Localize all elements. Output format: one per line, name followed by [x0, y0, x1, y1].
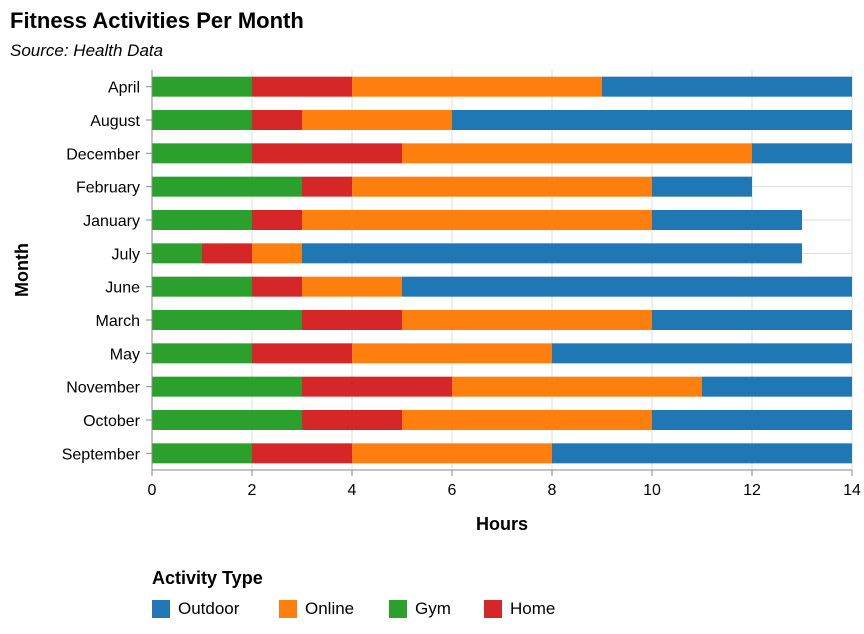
legend-swatch	[279, 600, 297, 618]
bar-online-september	[352, 443, 552, 464]
bar-gym-june	[152, 276, 252, 297]
bar-outdoor-july	[302, 243, 802, 264]
x-axis-title: Hours	[476, 514, 528, 534]
bar-online-august	[302, 110, 452, 130]
bar-home-december	[252, 143, 402, 164]
legend-swatch	[389, 600, 407, 618]
bar-outdoor-april	[602, 76, 852, 97]
bar-home-october	[302, 410, 402, 430]
legend-item-outdoor: Outdoor	[152, 599, 279, 619]
bar-home-november	[302, 376, 452, 397]
bar-online-december	[402, 143, 752, 164]
bar-gym-september	[152, 443, 252, 464]
y-tick-label: June	[105, 280, 140, 297]
x-tick-label: 0	[148, 482, 157, 499]
y-tick-label: February	[76, 180, 140, 197]
x-axis: 0 2 4 6 8 10 12 14	[148, 469, 861, 499]
bar-home-july	[202, 243, 252, 264]
x-tick-label: 4	[348, 482, 357, 499]
legend-label: Outdoor	[178, 599, 240, 618]
x-tick-label: 12	[743, 482, 761, 499]
bar-home-february	[302, 176, 352, 197]
bar-outdoor-august	[452, 110, 852, 130]
y-tick-label: November	[66, 380, 140, 397]
bar-online-november	[452, 376, 702, 397]
bar-outdoor-june	[402, 276, 852, 297]
y-tick-label: August	[90, 113, 140, 130]
bar-outdoor-january	[652, 210, 802, 230]
y-axis-title: Month	[12, 243, 32, 297]
bar-online-may	[352, 343, 552, 364]
y-tick-label: March	[96, 313, 140, 330]
bar-outdoor-september	[552, 443, 852, 464]
bar-gym-may	[152, 343, 252, 364]
legend-item-home: Home	[484, 599, 574, 619]
y-tick-label: July	[112, 246, 140, 263]
bar-gym-december	[152, 143, 252, 164]
bar-gym-march	[152, 310, 302, 330]
bar-gym-august	[152, 110, 252, 130]
legend-label: Online	[305, 599, 355, 618]
y-tick-label: January	[83, 213, 140, 230]
x-tick-label: 10	[643, 482, 661, 499]
bar-gym-november	[152, 376, 302, 397]
bar-gym-april	[152, 76, 252, 97]
bar-online-july	[252, 243, 302, 264]
y-tick-label: October	[83, 413, 141, 430]
legend-items: Outdoor Online Gym Home	[152, 599, 574, 619]
y-tick-label: September	[62, 446, 141, 463]
bar-online-march	[402, 310, 652, 330]
bars	[152, 76, 852, 464]
bar-home-january	[252, 210, 302, 230]
bar-home-september	[252, 443, 352, 464]
legend: Activity Type Outdoor Online Gym Home	[152, 568, 574, 619]
bar-outdoor-december	[752, 143, 852, 164]
legend-label: Home	[510, 599, 556, 618]
legend-title: Activity Type	[152, 568, 263, 588]
bar-outdoor-march	[652, 310, 852, 330]
bar-outdoor-october	[652, 410, 852, 430]
x-tick-label: 2	[248, 482, 257, 499]
bar-home-august	[252, 110, 302, 130]
legend-label: Gym	[415, 599, 451, 618]
legend-item-gym: Gym	[389, 599, 484, 619]
bar-outdoor-may	[552, 343, 852, 364]
bar-gym-january	[152, 210, 252, 230]
legend-swatch	[484, 600, 502, 618]
y-tick-label: December	[66, 146, 140, 163]
bar-home-march	[302, 310, 402, 330]
bar-online-june	[302, 276, 402, 297]
bar-outdoor-november	[702, 376, 852, 397]
bar-home-june	[252, 276, 302, 297]
bar-online-april	[352, 76, 602, 97]
chart-title: Fitness Activities Per Month	[10, 8, 304, 33]
bar-gym-february	[152, 176, 302, 197]
bar-chart: 0 2 4 6 8 10 12 14 April August December February J…	[12, 70, 861, 534]
bar-home-april	[252, 76, 352, 97]
x-tick-label: 6	[448, 482, 457, 499]
y-tick-label: May	[110, 346, 140, 363]
bar-gym-july	[152, 243, 202, 264]
legend-swatch	[152, 600, 170, 618]
bar-online-february	[352, 176, 652, 197]
bar-gym-october	[152, 410, 302, 430]
bar-outdoor-february	[652, 176, 752, 197]
bar-home-may	[252, 343, 352, 364]
chart-subtitle: Source: Health Data	[10, 41, 164, 60]
bar-online-october	[402, 410, 652, 430]
x-tick-label: 14	[843, 482, 861, 499]
y-axis: April August December February January July Ju…	[62, 70, 153, 470]
bar-online-january	[302, 210, 652, 230]
x-tick-label: 8	[548, 482, 557, 499]
y-tick-label: April	[108, 80, 140, 97]
legend-item-online: Online	[279, 599, 389, 619]
